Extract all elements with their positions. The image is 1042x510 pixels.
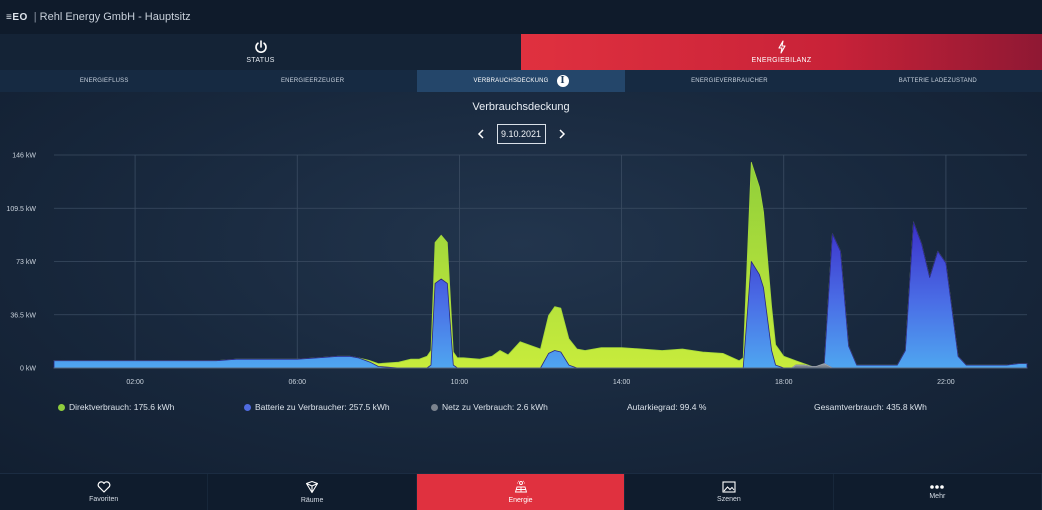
chevron-right-icon xyxy=(558,129,565,139)
tab-energiefluss-label: ENERGIEFLUSS xyxy=(79,78,129,84)
tab-verbrauchsdeckung[interactable]: VERBRAUCHSDECKUNG i xyxy=(416,70,626,92)
tab-energieerzeuger-label: ENERGIEERZEUGER xyxy=(280,78,345,84)
chart-legend: Direktverbrauch: 175.6 kWh Batterie zu V… xyxy=(0,402,1042,414)
nav-energie[interactable]: Energie xyxy=(416,474,626,510)
series-area-direktverbrauch xyxy=(53,161,1028,369)
cube-icon xyxy=(306,480,319,494)
nav-mehr[interactable]: Mehr xyxy=(834,474,1042,510)
nav-raeume-label: Räume xyxy=(300,497,324,504)
legend-grid-label: Netz zu Verbrauch: 2.6 kWh xyxy=(442,402,548,412)
tab-verbrauchsdeckung-label: VERBRAUCHSDECKUNG xyxy=(473,78,549,84)
consumption-chart: 0 kW 36.5 kW 73 kW 109.5 kW 146 kW 02:00 06:00… xyxy=(6,153,1028,386)
solar-panel-icon xyxy=(514,480,527,493)
chevron-left-icon xyxy=(477,129,484,139)
nav-favoriten[interactable]: Favoriten xyxy=(0,474,209,510)
main-tab-status[interactable]: STATUS xyxy=(0,34,521,70)
legend-grid-dot xyxy=(431,403,438,411)
image-icon xyxy=(722,481,736,493)
series-area-batterie xyxy=(53,221,1028,369)
sub-nav: ENERGIEFLUSS ENERGIEERZEUGER VERBRAUCHSD… xyxy=(0,70,1042,92)
legend-direct-dot xyxy=(58,403,65,411)
nav-energie-label: Energie xyxy=(508,497,533,504)
legend-autarky: Autarkiegrad: 99.4 % xyxy=(627,402,706,412)
nav-mehr-label: Mehr xyxy=(929,493,946,500)
tab-energiefluss[interactable]: ENERGIEFLUSS xyxy=(0,70,208,92)
date-field[interactable]: 9.10.2021 xyxy=(496,124,546,144)
y-tick-label: 36.5 kW xyxy=(10,312,36,319)
x-tick-label: 14:00 xyxy=(613,379,631,386)
more-icon xyxy=(930,485,945,489)
legend-direct: Direktverbrauch: 175.6 kWh xyxy=(58,402,174,412)
main-tab-status-label: STATUS xyxy=(246,57,275,64)
y-tick-label: 109.5 kW xyxy=(6,206,36,213)
heart-icon xyxy=(97,481,111,493)
nav-szenen-label: Szenen xyxy=(717,496,741,503)
legend-grid: Netz zu Verbrauch: 2.6 kWh xyxy=(431,402,548,412)
y-tick-label: 0 kW xyxy=(20,366,36,373)
prev-day-button[interactable] xyxy=(473,129,489,139)
nav-raeume[interactable]: Räume xyxy=(208,474,417,510)
tab-energieerzeuger[interactable]: ENERGIEERZEUGER xyxy=(208,70,416,92)
main-nav: STATUS ENERGIEBILANZ xyxy=(0,34,1042,70)
tab-energieverbraucher[interactable]: ENERGIEVERBRAUCHER xyxy=(625,70,833,92)
x-tick-label: 22:00 xyxy=(937,379,955,386)
tab-energieverbraucher-label: ENERGIEVERBRAUCHER xyxy=(691,78,768,84)
main-tab-energiebilanz-label: ENERGIEBILANZ xyxy=(751,57,812,64)
nav-szenen[interactable]: Szenen xyxy=(625,474,834,510)
legend-direct-label: Direktverbrauch: 175.6 kWh xyxy=(69,402,175,412)
y-tick-label: 73 kW xyxy=(16,259,36,266)
legend-total-label: Gesamtverbrauch: 435.8 kWh xyxy=(814,402,927,412)
x-tick-label: 10:00 xyxy=(451,379,469,386)
info-icon[interactable]: i xyxy=(556,75,569,87)
next-day-button[interactable] xyxy=(554,129,570,139)
x-tick-label: 06:00 xyxy=(288,379,306,386)
legend-battery-label: Batterie zu Verbraucher: 257.5 kWh xyxy=(255,402,390,412)
lightning-icon xyxy=(777,40,786,54)
nav-favoriten-label: Favoriten xyxy=(89,496,119,503)
x-tick-label: 02:00 xyxy=(126,379,144,386)
tab-batterie-ladezustand[interactable]: BATTERIE LADEZUSTAND xyxy=(834,70,1042,92)
tab-batterie-ladezustand-label: BATTERIE LADEZUSTAND xyxy=(898,78,977,84)
legend-battery: Batterie zu Verbraucher: 257.5 kWh xyxy=(244,402,390,412)
legend-autarky-label: Autarkiegrad: 99.4 % xyxy=(627,402,707,412)
x-tick-label: 18:00 xyxy=(775,379,793,386)
y-tick-label: 146 kW xyxy=(12,153,36,160)
title-separator: | xyxy=(33,11,37,23)
app-logo: ≡EO xyxy=(6,11,28,23)
main-tab-energiebilanz[interactable]: ENERGIEBILANZ xyxy=(521,34,1042,70)
content-area: Verbrauchsdeckung 9.10.2021 0 kW 36.5 kW 7… xyxy=(0,92,1042,473)
chart-title: Verbrauchsdeckung xyxy=(472,101,570,113)
date-selector: 9.10.2021 xyxy=(0,124,1042,144)
power-icon xyxy=(254,40,267,53)
legend-battery-dot xyxy=(244,403,251,411)
location-title: Rehl Energy GmbH - Hauptsitz xyxy=(39,11,191,23)
bottom-nav: Favoriten Räume Energie Szenen Mehr xyxy=(0,473,1042,510)
legend-total: Gesamtverbrauch: 435.8 kWh xyxy=(814,402,927,412)
title-bar: ≡EO | Rehl Energy GmbH - Hauptsitz xyxy=(0,0,1042,34)
